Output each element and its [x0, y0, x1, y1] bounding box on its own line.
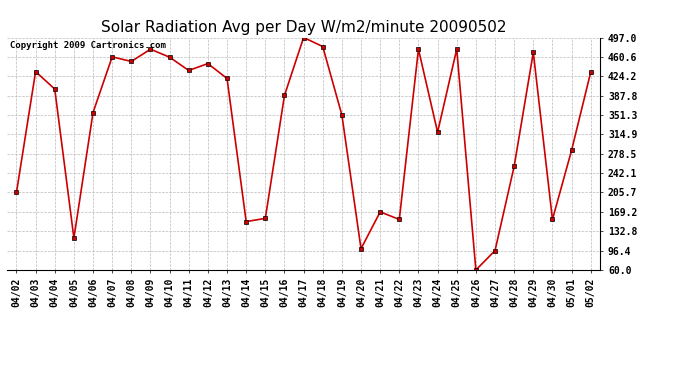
Title: Solar Radiation Avg per Day W/m2/minute 20090502: Solar Radiation Avg per Day W/m2/minute …	[101, 20, 506, 35]
Text: Copyright 2009 Cartronics.com: Copyright 2009 Cartronics.com	[10, 41, 166, 50]
